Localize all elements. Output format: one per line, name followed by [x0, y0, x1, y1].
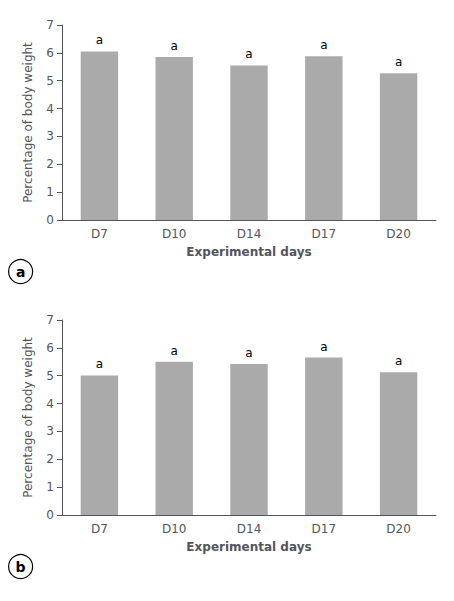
svg-text:4: 4: [46, 102, 54, 116]
svg-text:7: 7: [46, 313, 54, 327]
svg-text:a: a: [320, 38, 327, 52]
svg-text:D10: D10: [162, 227, 187, 241]
svg-text:0: 0: [46, 508, 54, 522]
svg-text:D10: D10: [162, 522, 187, 536]
svg-text:Percentage of body weight: Percentage of body weight: [21, 337, 35, 498]
svg-text:b: b: [16, 559, 26, 575]
svg-text:D14: D14: [237, 522, 262, 536]
svg-text:7: 7: [46, 18, 54, 32]
svg-text:Experimental days: Experimental days: [186, 540, 311, 554]
svg-text:D17: D17: [312, 227, 337, 241]
svg-text:a: a: [395, 354, 402, 368]
svg-text:D17: D17: [312, 522, 337, 536]
svg-text:4: 4: [46, 397, 54, 411]
svg-text:D20: D20: [386, 227, 411, 241]
svg-text:D14: D14: [237, 227, 262, 241]
svg-text:2: 2: [46, 157, 54, 171]
svg-text:a: a: [395, 55, 402, 69]
svg-text:a: a: [171, 39, 178, 53]
svg-text:2: 2: [46, 452, 54, 466]
svg-text:3: 3: [46, 424, 54, 438]
svg-text:Experimental days: Experimental days: [186, 245, 311, 259]
svg-text:D20: D20: [386, 522, 411, 536]
svg-text:a: a: [96, 33, 103, 47]
svg-text:a: a: [96, 357, 103, 371]
svg-text:6: 6: [46, 46, 54, 60]
svg-text:a: a: [245, 346, 252, 360]
svg-text:a: a: [245, 47, 252, 61]
svg-text:6: 6: [46, 341, 54, 355]
svg-text:0: 0: [46, 213, 54, 227]
svg-text:Percentage of body weight: Percentage of body weight: [21, 42, 35, 203]
svg-text:a: a: [320, 340, 327, 354]
svg-text:D7: D7: [91, 522, 108, 536]
svg-text:a: a: [171, 344, 178, 358]
svg-text:D7: D7: [91, 227, 108, 241]
svg-text:1: 1: [46, 185, 54, 199]
svg-text:5: 5: [46, 369, 54, 383]
svg-text:5: 5: [46, 74, 54, 88]
svg-text:1: 1: [46, 480, 54, 494]
svg-text:a: a: [16, 264, 25, 280]
svg-text:3: 3: [46, 129, 54, 143]
